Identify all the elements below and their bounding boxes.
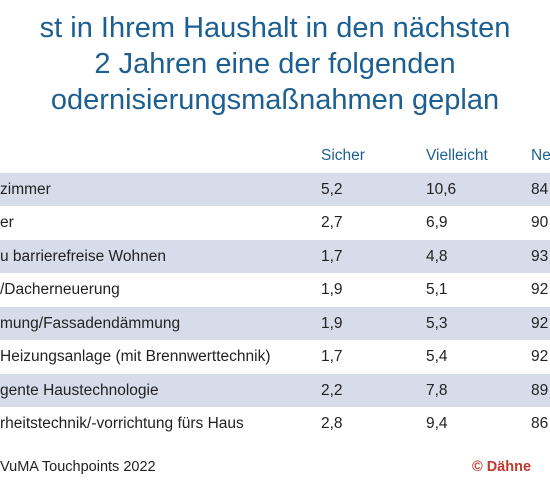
cell-vielleicht: 5,4 bbox=[426, 348, 448, 365]
cell-nein: 92 bbox=[531, 348, 549, 365]
cell-nein: 84 bbox=[531, 180, 549, 198]
chart-title: st in Ihrem Haushalt in den nächsten 2 J… bbox=[0, 10, 550, 118]
header-nein: Ne bbox=[531, 147, 550, 164]
cell-vielleicht: 6,9 bbox=[426, 214, 448, 231]
title-line: st in Ihrem Haushalt in den nächsten bbox=[39, 12, 511, 44]
cell-vielleicht: 4,8 bbox=[426, 247, 448, 265]
header-sicher: Sicher bbox=[321, 147, 365, 164]
title-line: 2 Jahren eine der folgenden bbox=[94, 48, 456, 80]
cell-sicher: 2,2 bbox=[321, 381, 343, 399]
cell-sicher: 2,8 bbox=[321, 415, 343, 432]
cell-vielleicht: 7,8 bbox=[426, 381, 448, 399]
cell-sicher: 1,9 bbox=[321, 281, 343, 298]
cell-nein: 92 bbox=[531, 314, 549, 332]
header-vielleicht: Vielleicht bbox=[426, 147, 488, 164]
table-row: er 2,7 6,9 90 bbox=[0, 206, 550, 240]
table-row: zimmer 5,2 10,6 84 bbox=[0, 172, 550, 206]
cell-sicher: 5,2 bbox=[321, 180, 343, 198]
cell-nein: 89 bbox=[531, 381, 549, 399]
table-row: rheitstechnik/-vorrichtung fürs Haus 2,8… bbox=[0, 407, 550, 441]
row-label: rheitstechnik/-vorrichtung fürs Haus bbox=[0, 415, 244, 432]
data-table: Sicher Vielleicht Ne zimmer 5,2 10,6 84 … bbox=[0, 139, 550, 441]
row-label: /Dacherneuerung bbox=[0, 281, 120, 298]
cell-nein: 90 bbox=[531, 214, 549, 231]
cell-vielleicht: 9,4 bbox=[426, 415, 448, 432]
table-row: gente Haustechnologie 2,2 7,8 89 bbox=[0, 373, 550, 407]
table-row: /Dacherneuerung 1,9 5,1 92 bbox=[0, 273, 550, 307]
source-note: VuMA Touchpoints 2022 bbox=[0, 459, 156, 475]
cell-sicher: 2,7 bbox=[321, 214, 343, 231]
copyright-note: © Dähne bbox=[472, 459, 532, 475]
cell-sicher: 1,7 bbox=[321, 348, 343, 365]
cell-nein: 92 bbox=[531, 281, 549, 298]
footer: VuMA Touchpoints 2022 © Dähne bbox=[0, 455, 550, 480]
row-label: er bbox=[0, 214, 14, 231]
row-label: zimmer bbox=[0, 180, 51, 198]
table-row: mung/Fassadendämmung 1,9 5,3 92 bbox=[0, 306, 550, 340]
row-label: u barrierefreise Wohnen bbox=[0, 247, 166, 265]
title-line: odernisierungsmaßnahmen geplan bbox=[50, 84, 500, 116]
row-label: Heizungsanlage (mit Brennwerttechnik) bbox=[0, 348, 271, 365]
row-label: gente Haustechnologie bbox=[0, 381, 159, 399]
row-label: mung/Fassadendämmung bbox=[0, 314, 181, 332]
cell-sicher: 1,7 bbox=[321, 247, 343, 265]
cell-sicher: 1,9 bbox=[321, 314, 343, 332]
table-header-row: Sicher Vielleicht Ne bbox=[0, 139, 550, 173]
cell-nein: 93 bbox=[531, 247, 549, 265]
cell-vielleicht: 10,6 bbox=[426, 180, 457, 198]
cell-vielleicht: 5,3 bbox=[426, 314, 448, 332]
table-row: Heizungsanlage (mit Brennwerttechnik) 1,… bbox=[0, 340, 550, 374]
cell-vielleicht: 5,1 bbox=[426, 281, 448, 298]
table-row: u barrierefreise Wohnen 1,7 4,8 93 bbox=[0, 239, 550, 273]
cell-nein: 86 bbox=[531, 415, 549, 432]
